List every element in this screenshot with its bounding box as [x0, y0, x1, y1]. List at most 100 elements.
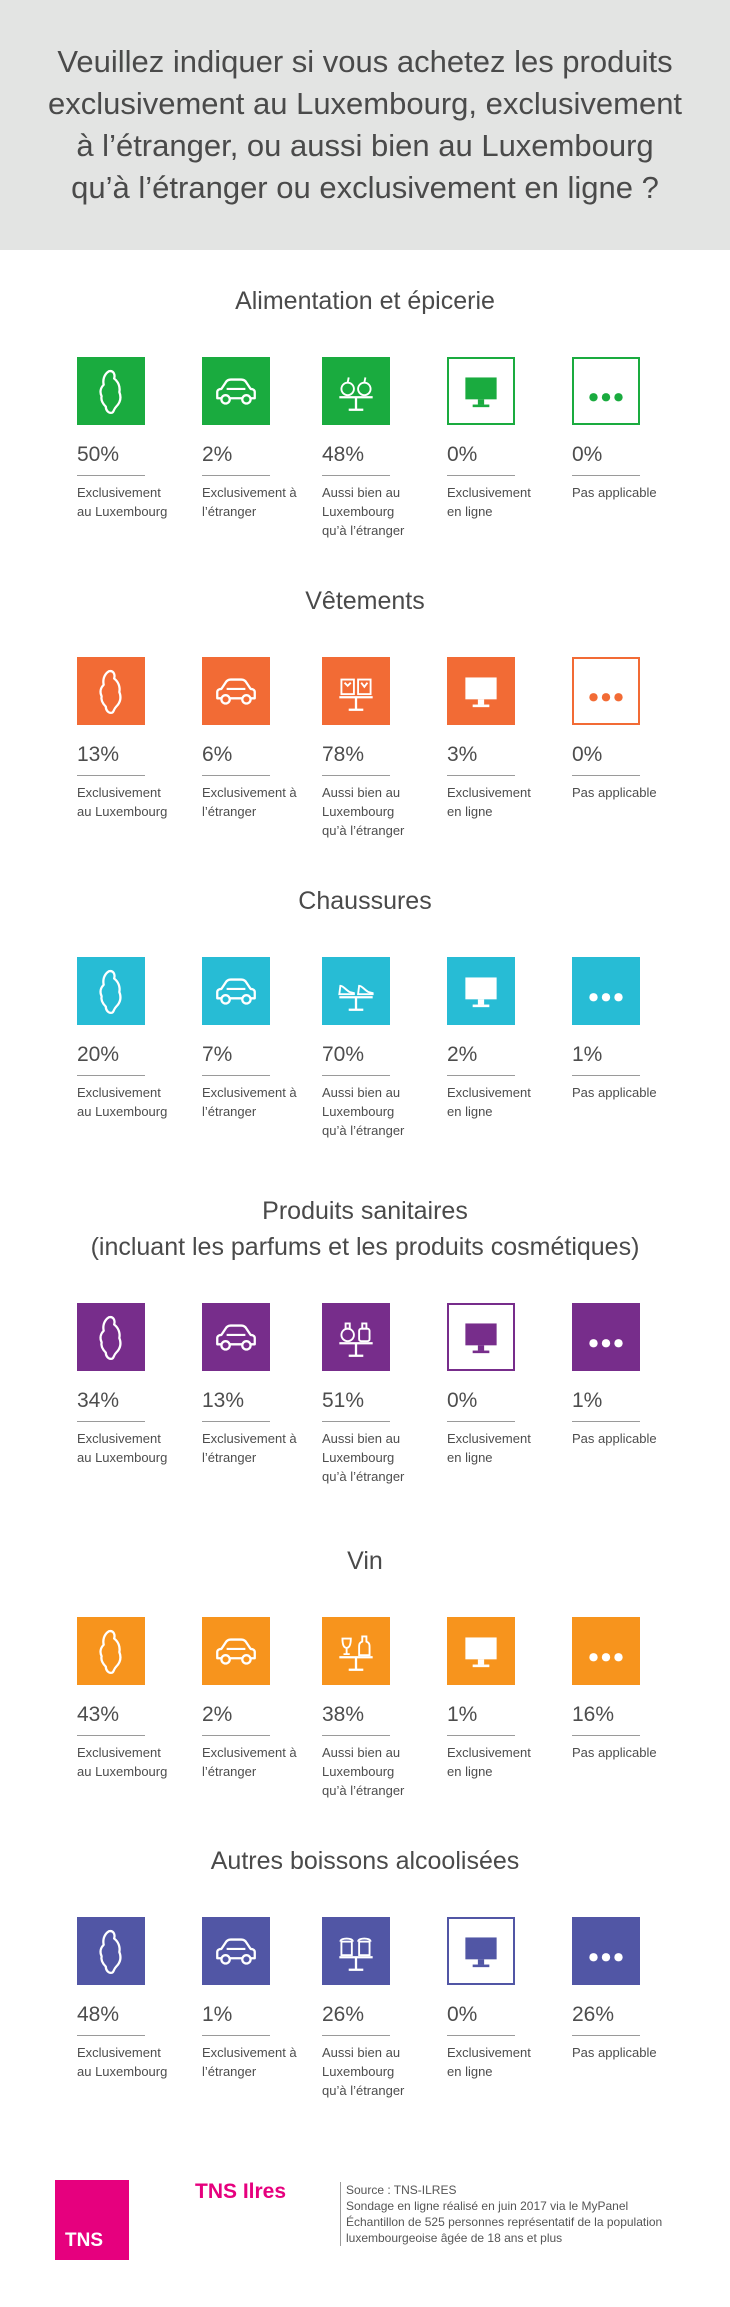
percentage-value: 48% [322, 443, 365, 466]
answer-tile [77, 1303, 145, 1371]
answer-tile [447, 1303, 515, 1371]
answer-tile [322, 357, 390, 425]
answer-tile [322, 1303, 390, 1371]
answer-tile [447, 1617, 515, 1685]
category-title: Chaussures [298, 887, 432, 915]
answer-tile [77, 1917, 145, 1985]
percentage-value: 43% [77, 1703, 120, 1726]
answer-tile [572, 1917, 640, 1985]
divider [572, 775, 640, 776]
answer-cell: 50% Exclusivement au Luxembourg [77, 357, 187, 521]
answer-tile [572, 657, 640, 725]
answer-label: Exclusivement à l’étranger [202, 785, 297, 819]
percentage-value: 3% [447, 743, 478, 766]
brand-name: TNS Ilres [195, 2180, 287, 2203]
answer-cell: 6% Exclusivement à l’étranger [202, 657, 312, 821]
answer-cell: 2% Exclusivement à l’étranger [202, 1617, 312, 1781]
answer-tile [77, 657, 145, 725]
luxembourg-map-icon [99, 1315, 122, 1361]
answer-label: Aussi bien au Luxembourg qu’à l’étranger [322, 1085, 405, 1138]
answer-label: Exclusivement à l’étranger [202, 1085, 297, 1119]
answer-cell: 78% Aussi bien au Luxembourg qu’à l’étran… [322, 657, 432, 840]
answer-label: Exclusivement en ligne [447, 785, 531, 819]
answer-tile [202, 357, 270, 425]
divider [322, 1421, 390, 1422]
luxembourg-map-icon [99, 669, 122, 715]
answer-tile [447, 957, 515, 1025]
source-line: Source : TNS-ILRES [346, 2183, 457, 2197]
divider [572, 1735, 640, 1736]
answer-cell: 13% Exclusivement au Luxembourg [77, 657, 187, 821]
monitor-icon [465, 1937, 497, 1968]
divider [322, 2035, 390, 2036]
answer-label: Aussi bien au Luxembourg qu’à l’étranger [322, 485, 405, 538]
three-dots-icon [589, 993, 623, 1002]
answer-tile [202, 1917, 270, 1985]
answer-tile [77, 1617, 145, 1685]
luxembourg-map-icon [99, 369, 122, 415]
percentage-value: 78% [322, 743, 365, 766]
question-text: Veuillez indiquer si vous achetez les pr… [47, 44, 683, 205]
percentage-value: 13% [77, 743, 120, 766]
answer-cell: 1% Exclusivement à l’étranger [202, 1917, 312, 2081]
answer-label: Exclusivement en ligne [447, 1745, 531, 1779]
answer-label: Pas applicable [572, 1431, 657, 1446]
answer-cell: 2% Exclusivement en ligne [447, 957, 557, 1121]
answer-label: Exclusivement à l’étranger [202, 485, 297, 519]
car-icon [216, 1938, 256, 1965]
answer-cell: 0% Exclusivement en ligne [447, 1917, 557, 2081]
answer-cell: 38% Aussi bien au Luxembourg qu’à l’étran… [322, 1617, 432, 1800]
divider [572, 475, 640, 476]
answer-label: Pas applicable [572, 1745, 657, 1760]
category-title: Vin [347, 1547, 383, 1575]
percentage-value: 0% [572, 443, 603, 466]
percentage-value: 0% [572, 743, 603, 766]
divider [77, 2035, 145, 2036]
divider [202, 1421, 270, 1422]
answer-label: Pas applicable [572, 785, 657, 800]
category-title: Vêtements [305, 587, 425, 615]
answer-cell: 0% Exclusivement en ligne [447, 1303, 557, 1467]
answer-label: Aussi bien au Luxembourg qu’à l’étranger [322, 1745, 405, 1798]
answer-tile [202, 657, 270, 725]
monitor-icon [465, 977, 497, 1008]
percentage-value: 48% [77, 2003, 120, 2026]
answer-label: Aussi bien au Luxembourg qu’à l’étranger [322, 2045, 405, 2098]
divider [447, 1075, 515, 1076]
answer-label: Exclusivement en ligne [447, 1431, 531, 1465]
percentage-value: 0% [447, 443, 478, 466]
divider [447, 1421, 515, 1422]
clothes-on-table-icon [339, 678, 373, 711]
three-dots-icon [589, 1953, 623, 1962]
answer-cell: 3% Exclusivement en ligne [447, 657, 557, 821]
answer-cell: 13% Exclusivement à l’étranger [202, 1303, 312, 1467]
answer-label: Exclusivement à l’étranger [202, 1745, 297, 1779]
answer-label: Exclusivement au Luxembourg [77, 785, 168, 819]
percentage-value: 51% [322, 1389, 365, 1412]
percentage-value: 1% [447, 1703, 478, 1726]
percentage-value: 1% [572, 1389, 603, 1412]
three-dots-icon [589, 1653, 623, 1662]
answer-tile [447, 657, 515, 725]
answer-cell: 48% Exclusivement au Luxembourg [77, 1917, 187, 2081]
percentage-value: 2% [447, 1043, 478, 1066]
three-dots-icon [589, 393, 623, 402]
divider [447, 775, 515, 776]
answer-cell: 0% Pas applicable [572, 657, 682, 802]
divider [572, 1421, 640, 1422]
car-icon [216, 1638, 256, 1665]
divider [202, 475, 270, 476]
source-line: Sondage en ligne réalisé en juin 2017 vi… [346, 2199, 629, 2213]
answer-tile [202, 1617, 270, 1685]
answer-label: Aussi bien au Luxembourg qu’à l’étranger [322, 785, 405, 838]
luxembourg-map-icon [99, 1629, 122, 1675]
answer-cell: 0% Pas applicable [572, 357, 682, 502]
percentage-value: 26% [572, 2003, 615, 2026]
percentage-value: 6% [202, 743, 233, 766]
tns-logo: TNS [55, 2180, 129, 2260]
percentage-value: 50% [77, 443, 120, 466]
divider [447, 475, 515, 476]
answer-label: Exclusivement à l’étranger [202, 1431, 297, 1465]
question-header: Veuillez indiquer si vous achetez les pr… [0, 0, 730, 250]
three-dots-icon [589, 693, 623, 702]
